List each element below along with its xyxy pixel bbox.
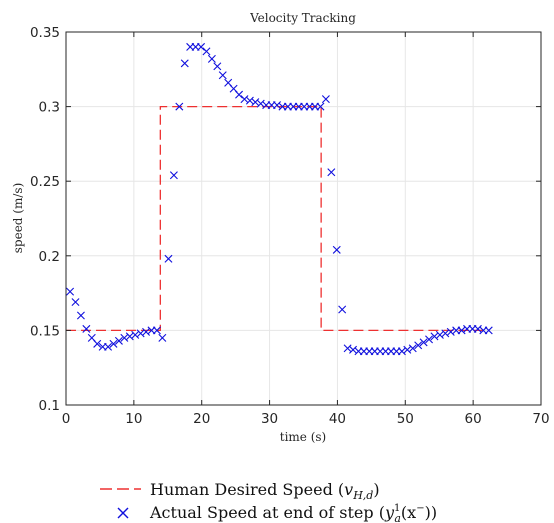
actual-speed-point <box>419 338 428 347</box>
actual-speed-point <box>484 326 493 335</box>
actual-speed-point <box>82 324 91 333</box>
x-tick-label: 20 <box>193 411 210 427</box>
actual-speed-point <box>435 330 444 339</box>
x-tick-label: 70 <box>532 411 549 427</box>
actual-speed-point <box>235 90 244 99</box>
actual-speed-point <box>131 330 140 339</box>
chart-title: Velocity Tracking <box>249 11 356 25</box>
actual-speed-point <box>473 324 482 333</box>
legend-actual-label: Actual Speed at end of step (y1 a(x−)) <box>149 503 437 523</box>
y-tick-label: 0.2 <box>39 249 60 265</box>
actual-speed-point <box>175 102 184 111</box>
x-axis-label: time (s) <box>280 430 326 444</box>
actual-speed-point <box>164 254 173 263</box>
actual-speed-point <box>213 62 222 71</box>
actual-speed-point <box>251 98 260 107</box>
actual-speed-point <box>316 102 325 111</box>
plot-frame <box>65 31 542 406</box>
actual-speed-point <box>321 95 330 104</box>
actual-speed-point <box>343 344 352 353</box>
series-actual-speed <box>66 42 493 356</box>
legend-desired-label: Human Desired Speed (vH,d) <box>150 480 380 502</box>
actual-speed-point <box>332 245 341 254</box>
actual-speed-point <box>430 332 439 341</box>
actual-speed-point <box>109 339 118 348</box>
y-tick-label: 0.35 <box>30 25 60 41</box>
x-tick-label: 60 <box>465 411 482 427</box>
y-axis-label: speed (m/s) <box>11 183 25 253</box>
desired-speed-line <box>66 105 487 332</box>
actual-speed-point <box>349 345 358 354</box>
y-tick-label: 0.3 <box>39 100 60 116</box>
actual-speed-point <box>104 342 113 351</box>
actual-speed-point <box>76 311 85 320</box>
actual-speed-point <box>457 326 466 335</box>
actual-speed-point <box>256 99 265 108</box>
actual-speed-point <box>327 168 336 177</box>
actual-speed-point <box>425 335 434 344</box>
actual-speed-point <box>180 59 189 68</box>
actual-speed-point <box>114 336 123 345</box>
actual-speed-point <box>207 54 216 63</box>
x-tick-label: 50 <box>397 411 414 427</box>
actual-speed-point <box>441 329 450 338</box>
x-tick-label: 30 <box>261 411 278 427</box>
actual-speed-point <box>245 96 254 105</box>
y-tick-label: 0.15 <box>30 323 60 339</box>
actual-speed-point <box>338 305 347 314</box>
actual-speed-point <box>142 327 151 336</box>
axes <box>65 31 542 406</box>
actual-speed-point <box>397 347 406 356</box>
actual-speed-point <box>240 95 249 104</box>
y-tick-label: 0.1 <box>39 398 60 414</box>
actual-speed-point <box>152 326 161 335</box>
x-tick-label: 40 <box>329 411 346 427</box>
actual-speed-point <box>66 287 75 296</box>
actual-speed-point <box>197 42 206 51</box>
x-tick-label: 0 <box>62 411 71 427</box>
x-tick-label: 10 <box>125 411 142 427</box>
legend-actual-swatch <box>117 507 129 519</box>
actual-speed-point <box>202 47 211 56</box>
actual-speed-point <box>120 333 129 342</box>
grid <box>65 31 542 406</box>
actual-speed-point <box>446 327 455 336</box>
legend: Human Desired Speed (vH,d) Actual Speed … <box>100 480 437 523</box>
x-tick-labels: 0 10 20 30 40 50 60 70 <box>62 411 550 427</box>
actual-speed-point <box>273 101 282 110</box>
actual-speed-point <box>93 339 102 348</box>
actual-speed-point <box>125 332 134 341</box>
y-tick-labels: 0.1 0.15 0.2 0.25 0.3 0.35 <box>30 25 60 414</box>
actual-speed-point <box>169 171 178 180</box>
actual-speed-point <box>71 298 80 307</box>
actual-speed-point <box>136 329 145 338</box>
actual-speed-point <box>218 71 227 80</box>
y-tick-label: 0.25 <box>30 174 60 190</box>
actual-speed-point <box>414 341 423 350</box>
actual-speed-point <box>158 333 167 342</box>
actual-speed-point <box>403 345 412 354</box>
actual-speed-point <box>408 344 417 353</box>
series-desired-speed <box>66 105 487 332</box>
